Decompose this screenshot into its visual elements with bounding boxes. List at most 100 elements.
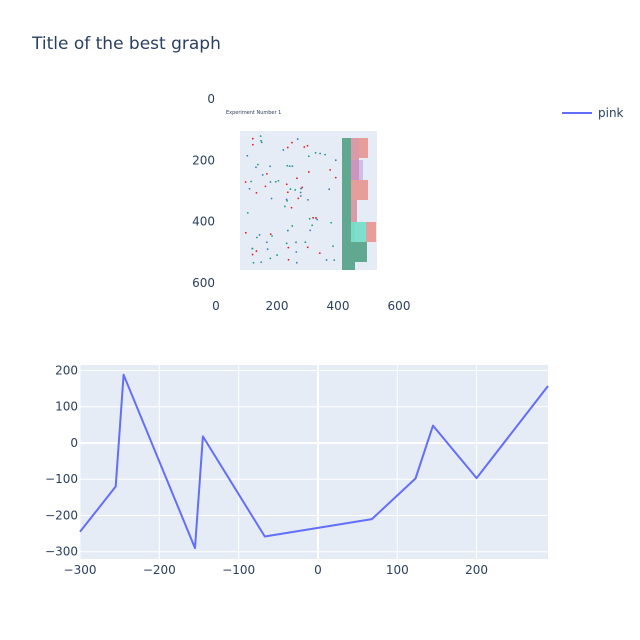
embedded-thumbnail-title: Experiment Number 1 <box>226 110 281 116</box>
thumbnail-point <box>261 174 264 176</box>
thumbnail-point <box>286 199 289 202</box>
image-y-tick-label: 600 <box>192 276 215 290</box>
line-x-tick-label: −200 <box>143 563 176 577</box>
thumbnail-point <box>307 155 310 158</box>
thumbnail-point <box>307 171 310 173</box>
series-points-pink <box>79 374 549 549</box>
thumbnail-point <box>312 216 315 219</box>
thumbnail-point <box>291 141 293 144</box>
thumbnail-point <box>304 241 307 244</box>
thumbnail-point <box>276 254 278 256</box>
thumbnail-point <box>248 187 251 190</box>
thumbnail-point <box>329 168 332 171</box>
thumbnail-point <box>251 143 254 146</box>
thumbnail-point <box>306 144 309 147</box>
line-y-tick-label: −300 <box>45 545 78 559</box>
thumbnail-point <box>299 195 302 197</box>
thumbnail-point <box>252 261 255 264</box>
image-y-tick-label: 0 <box>207 92 215 106</box>
thumbnail-point <box>303 146 306 148</box>
line-x-tick-label: −300 <box>64 563 97 577</box>
thumbnail-hist-bar <box>351 222 366 242</box>
thumbnail-point <box>319 152 322 155</box>
image-x-tick-label: 600 <box>388 299 411 313</box>
line-x-tick-label: 200 <box>465 563 488 577</box>
thumbnail-point <box>288 165 291 168</box>
thumbnail-point <box>291 225 294 227</box>
thumbnail-hist-bar <box>351 138 359 160</box>
line-y-tick-label: 100 <box>55 400 78 414</box>
thumbnail-point <box>259 135 262 138</box>
thumbnail-point <box>255 191 258 194</box>
thumbnail-point <box>255 236 258 239</box>
thumbnail-point <box>316 218 318 221</box>
thumbnail-point <box>296 138 299 140</box>
thumbnail-point <box>260 141 263 144</box>
thumbnail-point <box>251 253 254 256</box>
thumbnail-point <box>282 149 285 151</box>
thumbnail-point <box>286 229 289 232</box>
thumbnail-point <box>271 235 273 237</box>
thumbnail-point <box>334 159 337 162</box>
thumbnail-point <box>255 250 258 252</box>
thumbnail-point <box>283 205 286 208</box>
image-x-tick-label: 200 <box>266 299 289 313</box>
line-y-tick-label: 200 <box>55 363 78 377</box>
thumbnail-point <box>333 259 336 262</box>
image-x-tick-label: 400 <box>327 299 350 313</box>
thumbnail-point <box>269 257 272 260</box>
line-y-ticks: 200 100 0 −100 −200 −300 <box>45 363 78 558</box>
thumbnail-point <box>315 217 317 219</box>
thumbnail-point <box>264 185 267 188</box>
thumbnail-point <box>296 177 298 180</box>
image-subplot: Experiment Number 1 0 200 400 600 0 200 400 60… <box>192 92 410 313</box>
thumbnail-point <box>330 221 333 224</box>
line-x-tick-label: −100 <box>222 563 255 577</box>
line-y-tick-label: −100 <box>45 472 78 486</box>
legend[interactable]: pink <box>562 106 624 120</box>
thumbnail-point <box>244 231 247 234</box>
thumbnail-point <box>311 224 314 227</box>
image-x-tick-label: 0 <box>212 299 220 313</box>
thumbnail-hist-bar <box>351 242 355 270</box>
thumbnail-hist-bar <box>342 138 351 270</box>
thumbnail-point <box>250 180 252 183</box>
legend-line-icon <box>562 112 592 114</box>
thumbnail-point <box>269 233 272 236</box>
thumbnail-point <box>257 163 259 166</box>
thumbnail-point <box>251 247 254 250</box>
line-x-ticks: −300 −200 −100 0 100 200 <box>64 563 489 577</box>
embedded-thumbnail-histogram <box>342 138 376 270</box>
thumbnail-point <box>334 176 337 179</box>
thumbnail-hist-bar <box>351 200 357 222</box>
thumbnail-point <box>295 241 297 244</box>
thumbnail-hist-bar <box>351 180 368 200</box>
thumbnail-point <box>265 241 268 244</box>
thumbnail-point <box>285 242 288 245</box>
thumbnail-point <box>269 165 271 168</box>
thumbnail-point <box>246 154 249 157</box>
line-subplot: −300 −200 −100 0 100 200 200 100 0 −100 −200 −300 <box>45 363 549 577</box>
thumbnail-point <box>332 245 334 248</box>
thumbnail-hist-bar <box>359 138 368 158</box>
thumbnail-point <box>265 172 268 175</box>
image-x-ticks: 0 200 400 600 <box>212 299 410 313</box>
thumbnail-point <box>260 261 263 264</box>
thumbnail-point <box>270 197 273 200</box>
thumbnail-hist-bar <box>366 222 376 242</box>
line-x-tick-label: 0 <box>314 563 322 577</box>
thumbnail-point <box>314 151 317 154</box>
image-y-ticks: 0 200 400 600 <box>192 92 215 290</box>
thumbnail-point <box>308 217 311 220</box>
thumbnail-point <box>300 187 302 190</box>
thumbnail-point <box>285 183 288 186</box>
thumbnail-point <box>286 164 289 167</box>
thumbnail-point <box>285 198 288 201</box>
line-y-tick-label: −200 <box>45 508 78 522</box>
thumbnail-point <box>251 137 254 140</box>
thumbnail-point <box>318 252 321 254</box>
thumbnail-point <box>266 248 269 251</box>
thumbnail-point <box>297 197 300 200</box>
image-y-tick-label: 200 <box>192 153 215 167</box>
